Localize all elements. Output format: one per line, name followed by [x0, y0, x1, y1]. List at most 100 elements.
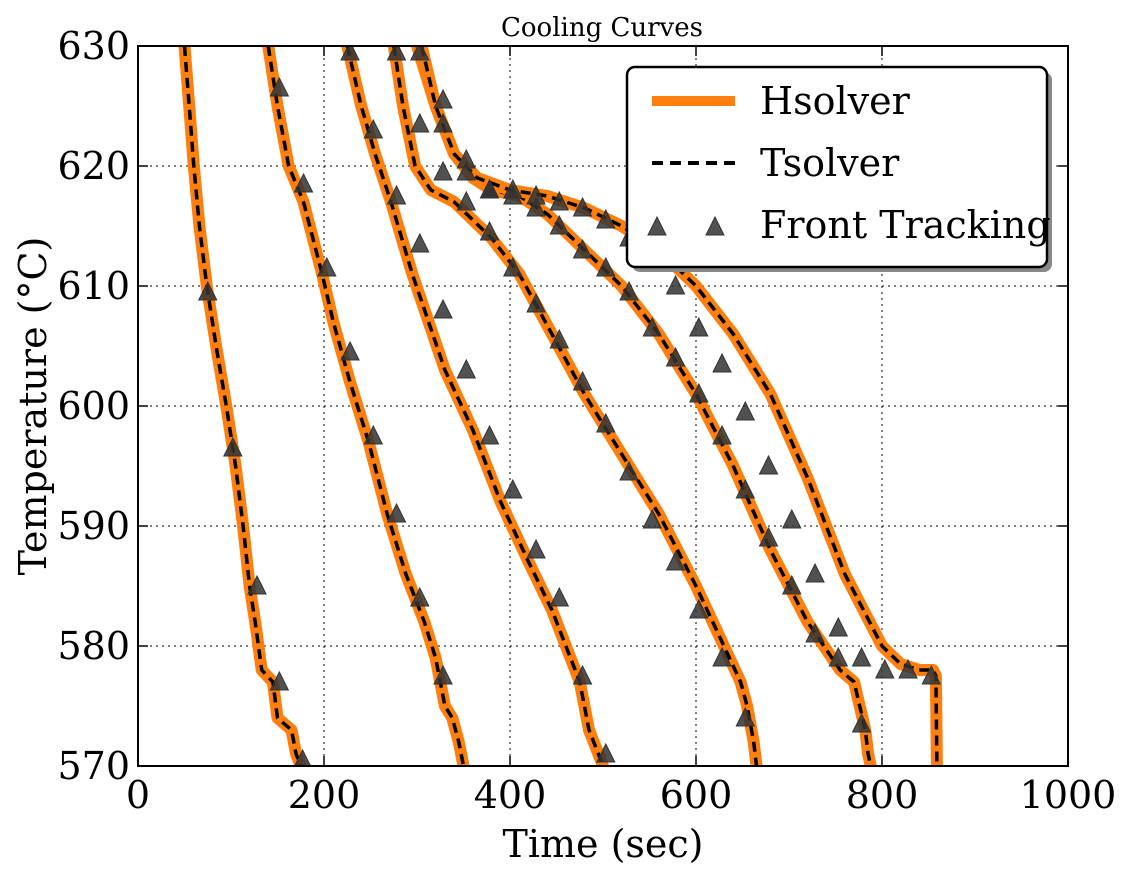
- front-tracking-marker: [549, 214, 570, 235]
- x-tick-label: 0: [126, 773, 150, 817]
- front-tracking-marker: [269, 670, 290, 691]
- front-tracking-marker: [758, 526, 779, 547]
- axis-ticks: 0 200 400 600 800 1000 570 580 590 600 610 620 630: [57, 24, 1116, 817]
- front-tracking-marker: [665, 274, 686, 295]
- legend-front-tracking-marker: [705, 215, 725, 236]
- front-tracking-marker: [921, 664, 942, 685]
- front-tracking-marker: [665, 346, 686, 367]
- front-tracking-marker: [433, 664, 453, 685]
- front-tracking-marker: [293, 172, 314, 193]
- front-tracking-marker: [197, 280, 218, 301]
- front-tracking-marker: [363, 118, 384, 139]
- front-tracking-marker: [433, 112, 453, 133]
- front-tracking-marker: [642, 508, 663, 529]
- front-tracking-marker: [781, 574, 802, 595]
- front-tracking-marker: [735, 400, 756, 421]
- data-series: [178, 46, 943, 766]
- front-tracking-marker: [572, 196, 593, 217]
- front-tracking-marker: [665, 550, 686, 571]
- front-tracking-marker: [386, 184, 407, 205]
- front-tracking-marker: [619, 280, 639, 301]
- chart-title: Cooling Curves: [501, 13, 703, 43]
- front-tracking-marker: [409, 586, 430, 607]
- front-tracking-marker: [247, 574, 267, 595]
- y-tick-label: 620: [57, 144, 130, 188]
- x-tick-label: 1000: [1020, 773, 1117, 817]
- front-tracking-marker: [688, 316, 709, 337]
- front-tracking-marker: [688, 382, 709, 403]
- front-tracking-marker: [758, 454, 779, 475]
- front-tracking-marker: [595, 412, 616, 433]
- y-tick-label: 630: [57, 24, 130, 68]
- front-tracking-marker: [433, 298, 453, 319]
- front-tracking-marker: [502, 478, 523, 499]
- front-tracking-marker: [805, 622, 825, 643]
- front-tracking-marker: [572, 370, 593, 391]
- front-tracking-marker: [619, 460, 639, 481]
- x-tick-label: 600: [660, 773, 733, 817]
- front-tracking-marker: [688, 598, 709, 619]
- front-tracking-marker: [851, 646, 872, 667]
- front-tracking-marker: [502, 256, 523, 277]
- front-tracking-marker: [712, 424, 732, 445]
- legend-hsolver-label: Hsolver: [760, 79, 911, 123]
- hsolver-line: [387, 46, 763, 766]
- front-tracking-marker: [363, 424, 384, 445]
- front-tracking-marker: [851, 712, 872, 733]
- front-tracking-marker: [595, 742, 616, 763]
- front-tracking-marker: [409, 46, 430, 61]
- front-tracking-marker: [595, 256, 616, 277]
- front-tracking-marker: [316, 256, 337, 277]
- x-tick-label: 800: [846, 773, 919, 817]
- front-tracking-marker: [526, 196, 546, 217]
- front-tracking-marker: [712, 646, 732, 667]
- front-tracking-marker: [526, 184, 546, 205]
- front-tracking-marker: [294, 748, 312, 766]
- front-tracking-marker: [549, 586, 570, 607]
- front-tracking-marker: [805, 562, 825, 583]
- front-tracking-marker: [572, 664, 593, 685]
- y-tick-label: 580: [57, 624, 130, 668]
- legend-box: [625, 65, 1049, 269]
- legend: Hsolver Tsolver Front Tracking: [625, 65, 1052, 272]
- front-tracking-marker: [479, 220, 500, 241]
- front-tracking-marker: [526, 292, 546, 313]
- y-tick-label: 590: [57, 504, 130, 548]
- front-tracking-marker: [712, 352, 732, 373]
- front-tracking-marker: [386, 502, 407, 523]
- front-tracking-marker: [456, 160, 477, 181]
- front-tracking-marker: [479, 424, 500, 445]
- front-tracking-marker: [874, 658, 895, 679]
- front-tracking-marker: [433, 88, 453, 109]
- front-tracking-marker: [433, 160, 453, 181]
- front-tracking-marker: [479, 178, 500, 199]
- tsolver-line: [419, 46, 939, 766]
- front-tracking-marker: [409, 232, 430, 253]
- front-tracking-marker: [828, 616, 849, 637]
- front-tracking-marker: [595, 208, 616, 229]
- y-axis-label: Temperature (°C): [11, 237, 55, 576]
- front-tracking-marker: [269, 76, 290, 97]
- front-tracking-marker: [456, 190, 477, 211]
- front-tracking-marker: [526, 538, 546, 559]
- tsolver-line: [182, 46, 303, 766]
- front-tracking-marker: [340, 46, 360, 61]
- front-tracking-marker: [549, 190, 570, 211]
- front-tracking-marker: [502, 178, 523, 199]
- legend-front-tracking-label: Front Tracking: [760, 203, 1051, 247]
- front-tracking-marker: [386, 46, 407, 61]
- front-tracking-marker: [340, 340, 360, 361]
- front-tracking-marker: [549, 328, 570, 349]
- x-tick-label: 200: [288, 773, 361, 817]
- tsolver-line: [345, 46, 605, 766]
- front-tracking-marker: [898, 658, 918, 679]
- legend-tsolver-label: Tsolver: [760, 141, 900, 185]
- front-tracking-marker: [735, 478, 756, 499]
- front-tracking-marker: [781, 508, 802, 529]
- x-tick-label: 400: [474, 773, 547, 817]
- front-tracking-marker: [735, 706, 756, 727]
- front-tracking-marker: [642, 316, 663, 337]
- y-tick-label: 610: [57, 264, 130, 308]
- legend-front-tracking-marker: [647, 215, 667, 236]
